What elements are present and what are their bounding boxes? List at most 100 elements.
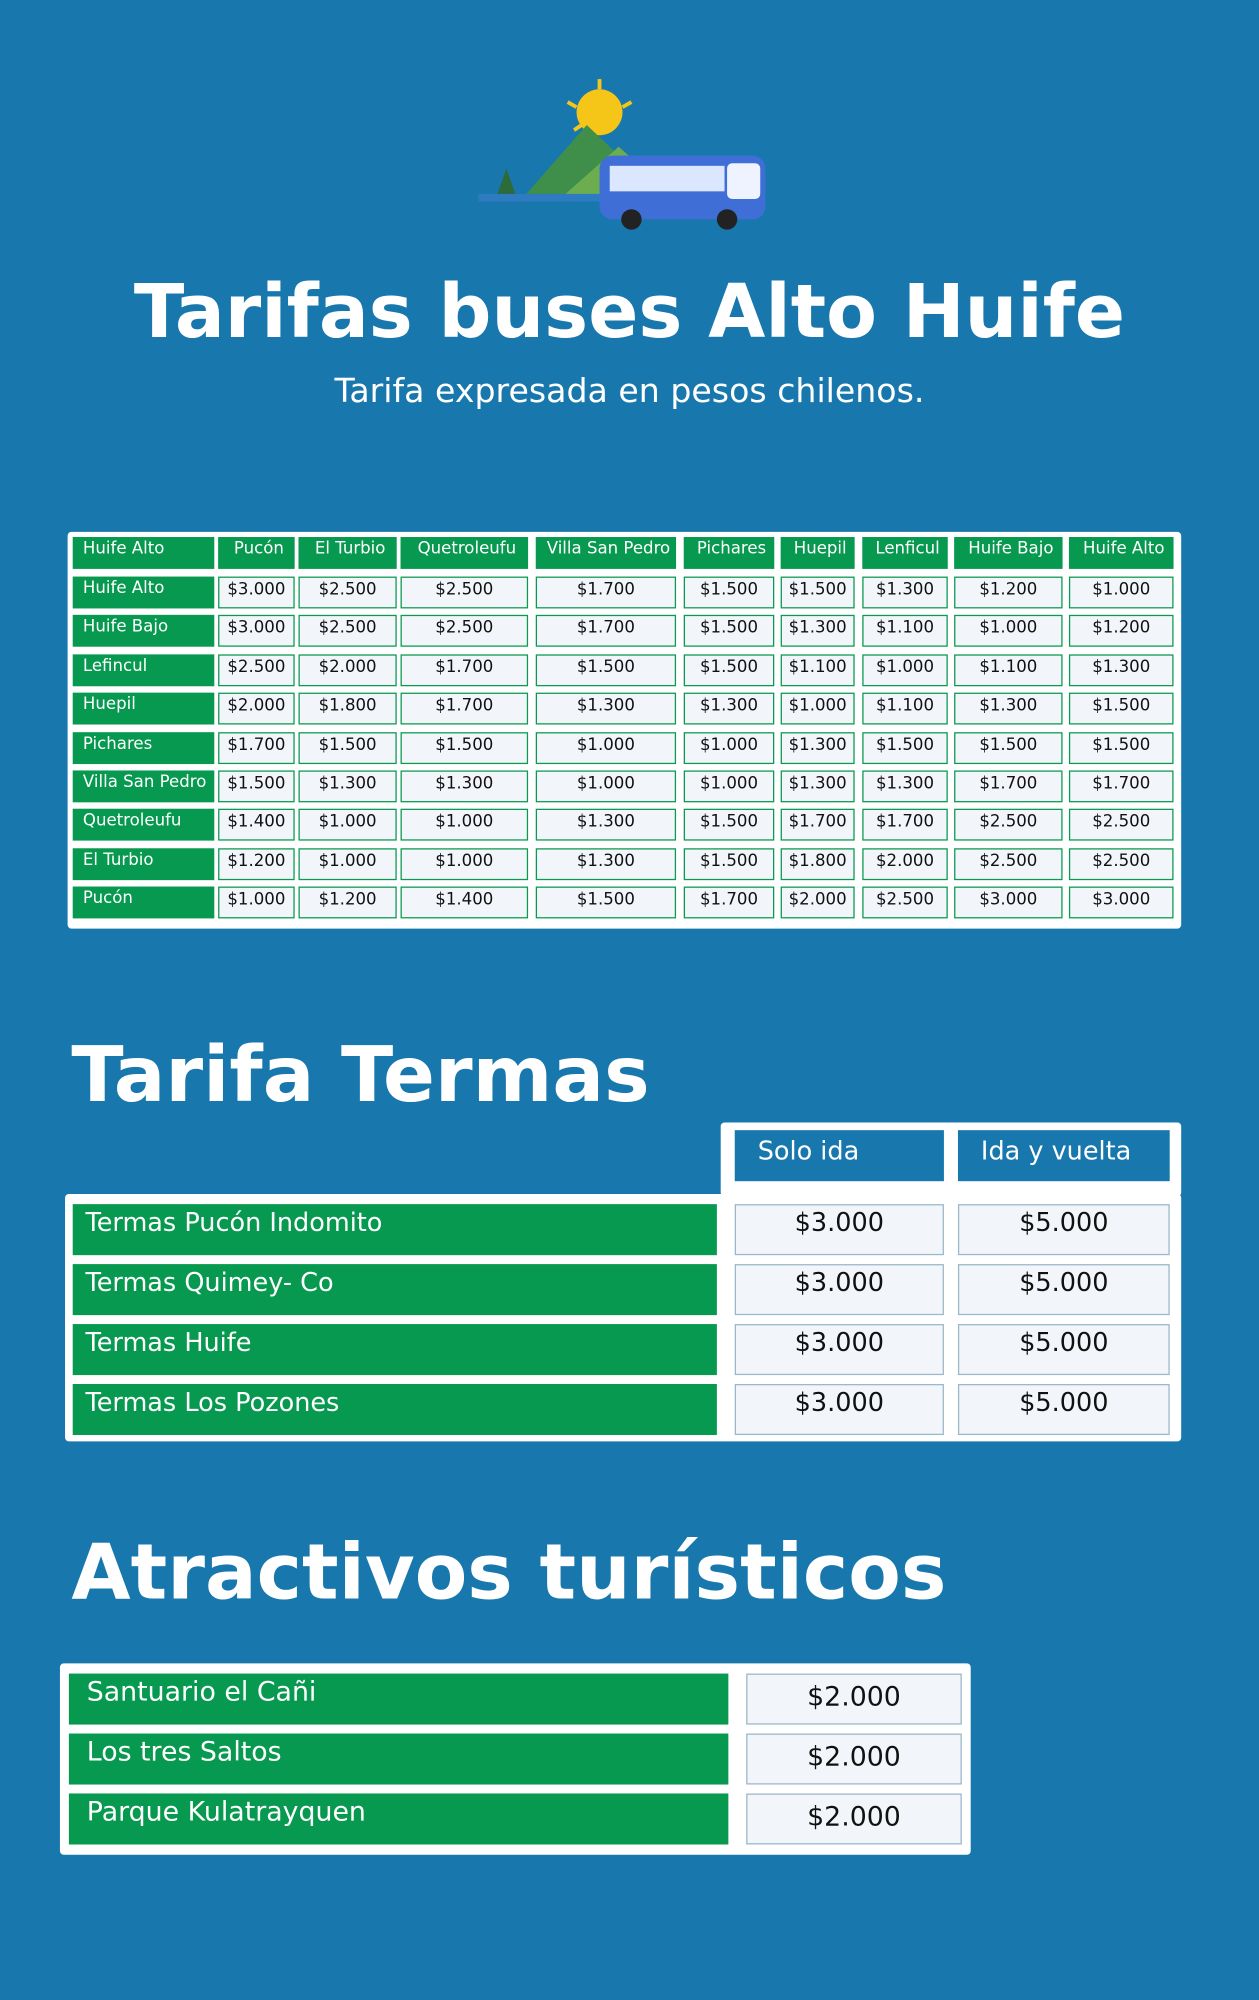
row-header: Villa San Pedro — [72, 770, 215, 803]
fare-cell: $1.500 — [683, 848, 775, 880]
fare-cell: $2.500 — [862, 886, 948, 919]
price-cell: $2.000 — [746, 1673, 962, 1725]
fare-cell: $2.000 — [218, 692, 295, 725]
fare-cell: $1.500 — [862, 731, 948, 764]
fare-cell: $1.100 — [954, 654, 1063, 687]
fare-cell: $1.500 — [298, 731, 397, 764]
price-cell: $2.000 — [746, 1793, 962, 1845]
fare-cell: $3.000 — [1068, 886, 1174, 919]
fare-cell: $1.500 — [780, 576, 855, 609]
fare-cell: $1.000 — [400, 809, 529, 842]
fare-cell: $1.700 — [683, 886, 775, 919]
fare-cell: $1.000 — [535, 770, 677, 803]
fare-cell: $1.500 — [683, 615, 775, 648]
subtitle: Tarifa expresada en pesos chilenos. — [334, 372, 925, 411]
fare-cell: $1.700 — [535, 576, 677, 609]
fare-cell: $2.000 — [862, 848, 948, 880]
column-header: Huife Bajo — [954, 537, 1063, 569]
column-header: Lenficul — [862, 537, 948, 569]
fare-cell: $1.300 — [780, 731, 855, 764]
row-header: El Turbio — [72, 848, 215, 880]
fare-cell: $1.000 — [954, 615, 1063, 648]
column-header: Huife Alto — [72, 537, 215, 569]
fare-cell: $2.500 — [400, 615, 529, 648]
column-header: Quetroleufu — [400, 537, 529, 569]
fare-cell: $2.500 — [298, 615, 397, 648]
fare-cell: $1.000 — [862, 654, 948, 687]
section-title: Tarifa Termas — [71, 1030, 650, 1120]
fare-cell: $1.000 — [298, 848, 397, 880]
column-header: Solo ida — [734, 1130, 944, 1182]
fare-cell: $1.700 — [400, 692, 529, 725]
fare-cell: $5.000 — [957, 1384, 1170, 1436]
fare-cell: $1.800 — [780, 848, 855, 880]
fare-cell: $1.300 — [780, 615, 855, 648]
fare-cell: $1.000 — [218, 886, 295, 919]
fare-cell: $2.000 — [780, 886, 855, 919]
column-header: El Turbio — [298, 537, 397, 569]
row-header: Termas Quimey- Co — [72, 1264, 717, 1316]
fare-cell: $1.700 — [954, 770, 1063, 803]
column-header: Huife Alto — [1068, 537, 1174, 569]
fare-cell: $1.200 — [218, 848, 295, 880]
fare-cell: $1.500 — [535, 654, 677, 687]
column-header: Ida y vuelta — [957, 1130, 1170, 1182]
row-header: Termas Pucón Indomito — [72, 1204, 717, 1256]
row-header: Lefincul — [72, 654, 215, 687]
fare-cell: $2.500 — [954, 848, 1063, 880]
fare-cell: $1.200 — [954, 576, 1063, 609]
row-header: Pucón — [72, 886, 215, 919]
row-header: Quetroleufu — [72, 809, 215, 842]
fare-cell: $1.000 — [298, 809, 397, 842]
fare-cell: $1.300 — [535, 848, 677, 880]
fare-cell: $5.000 — [957, 1204, 1170, 1256]
column-header: Pichares — [683, 537, 775, 569]
fare-cell: $1.700 — [1068, 770, 1174, 803]
column-header: Pucón — [218, 537, 295, 569]
column-header: Huepil — [780, 537, 855, 569]
fare-cell: $1.300 — [1068, 654, 1174, 687]
fare-cell: $2.500 — [218, 654, 295, 687]
fare-cell: $1.500 — [683, 576, 775, 609]
fare-cell: $1.500 — [683, 654, 775, 687]
row-header: Santuario el Cañi — [68, 1673, 729, 1725]
column-header: Villa San Pedro — [535, 537, 677, 569]
row-header: Huife Bajo — [72, 615, 215, 648]
fare-cell: $1.100 — [780, 654, 855, 687]
logo — [478, 79, 766, 230]
title: Tarifas buses Alto Huife — [133, 267, 1126, 355]
fare-cell: $1.700 — [218, 731, 295, 764]
row-header: Huife Alto — [72, 576, 215, 609]
fare-cell: $1.700 — [535, 615, 677, 648]
fare-cell: $1.400 — [400, 886, 529, 919]
fare-cell: $1.500 — [400, 731, 529, 764]
fare-cell: $1.300 — [400, 770, 529, 803]
fare-cell: $2.500 — [1068, 809, 1174, 842]
row-header: Termas Huife — [72, 1324, 717, 1376]
fare-cell: $2.500 — [954, 809, 1063, 842]
fare-cell: $1.500 — [954, 731, 1063, 764]
fare-cell: $1.500 — [218, 770, 295, 803]
fare-cell: $1.300 — [298, 770, 397, 803]
fare-cell: $1.000 — [535, 731, 677, 764]
fare-cell: $1.000 — [683, 770, 775, 803]
fare-cell: $2.500 — [298, 576, 397, 609]
fare-cell: $3.000 — [734, 1324, 944, 1376]
fare-cell: $5.000 — [957, 1324, 1170, 1376]
fare-cell: $3.000 — [734, 1204, 944, 1256]
fare-cell: $1.500 — [1068, 692, 1174, 725]
fare-cell: $1.300 — [862, 576, 948, 609]
fare-cell: $1.300 — [780, 770, 855, 803]
row-header: Huepil — [72, 692, 215, 725]
fare-cell: $3.000 — [954, 886, 1063, 919]
row-header: Parque Kulatrayquen — [68, 1793, 729, 1845]
fare-cell: $1.300 — [862, 770, 948, 803]
fare-cell: $1.300 — [535, 809, 677, 842]
fare-cell: $3.000 — [218, 576, 295, 609]
row-header: Los tres Saltos — [68, 1733, 729, 1785]
fare-cell: $1.500 — [535, 886, 677, 919]
fare-cell: $1.700 — [862, 809, 948, 842]
fare-cell: $1.800 — [298, 692, 397, 725]
fare-cell: $3.000 — [218, 615, 295, 648]
fare-cell: $1.300 — [954, 692, 1063, 725]
